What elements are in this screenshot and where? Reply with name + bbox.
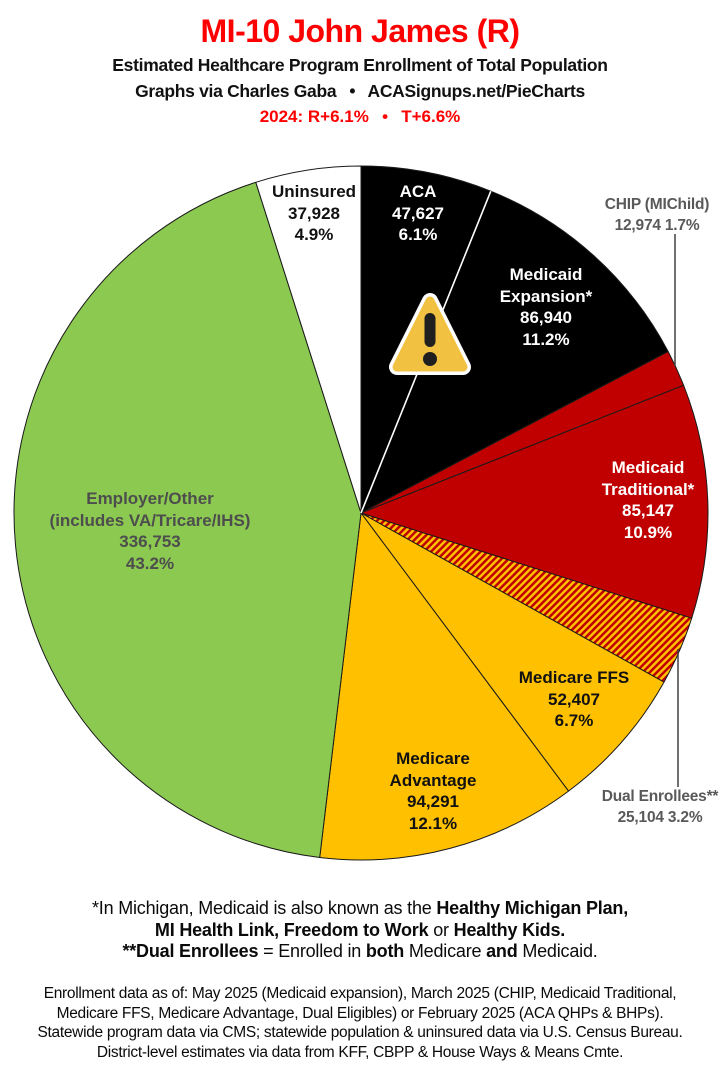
- slice-label-uninsured: Uninsured 37,928 4.9%: [272, 181, 356, 246]
- slice-label-line: Medicare: [396, 749, 470, 768]
- slice-label-line: 52,407: [547, 689, 600, 709]
- slice-label-line: CHIP (MIChild): [604, 196, 710, 213]
- slice-label-line: 12.1%: [408, 813, 458, 833]
- subtitle-line-2: Graphs via Charles Gaba • ACASignups.net…: [135, 81, 585, 101]
- slice-label-line: Medicaid: [509, 265, 583, 284]
- slice-label-line: 47,627: [392, 203, 444, 223]
- slice-label-line: 6.7%: [554, 711, 594, 730]
- warning-icon: [389, 293, 471, 375]
- footnote-line-2: MI Health Link, Freedom to Work or Healt…: [154, 919, 566, 940]
- pie-chart: ACA 47,627 6.1% Medicaid Expansion* 86,940 11.…: [0, 150, 720, 890]
- slice-label-line: ACA: [399, 182, 437, 201]
- slice-label-line: 12,974 1.7%: [614, 217, 700, 234]
- pie-slice-uninsured: [255, 165, 362, 514]
- slice-label-medicare-ffs: Medicare FFS 52,407 6.7%: [519, 667, 630, 732]
- slice-label-line: 10.9%: [623, 522, 673, 542]
- pie-slice-employer-other: [13, 181, 362, 858]
- pie-slice-medicare-advantage: [319, 512, 569, 861]
- source-note-line-2: Medicare FFS, Medicare Advantage, Dual E…: [56, 1004, 664, 1022]
- slice-label-line: 37,928: [288, 203, 340, 223]
- source-note-line-4: District-level estimates via data from K…: [96, 1043, 624, 1061]
- pie-chart-canvas: [13, 165, 709, 861]
- slice-label-line: 85,147: [621, 501, 674, 520]
- slice-label-dual-enrollees: Dual Enrollees** 25,104 3.2%: [602, 786, 719, 828]
- pie-slice-medicaid-traditional: [360, 384, 709, 619]
- source-note-line-1: Enrollment data as of: May 2025 (Medicai…: [43, 985, 677, 1002]
- slice-label-medicaid-expansion: Medicaid Expansion* 86,940 11.2%: [500, 264, 593, 350]
- pie-slice-medicare-ffs: [360, 512, 665, 792]
- footnote-line-3: **Dual Enrollees = Enrolled in both Medi…: [122, 941, 598, 962]
- slice-label-line: Medicaid: [611, 458, 685, 477]
- slice-label-medicare-advantage: Medicare Advantage 94,291 12.1%: [390, 748, 477, 834]
- slice-label-line: 94,291: [406, 792, 459, 811]
- subtitle-line-1: Estimated Healthcare Program Enrollment …: [112, 55, 608, 75]
- pie-slice-medicaid-expansion: [360, 190, 669, 514]
- slice-label-line: Medicare FFS: [518, 668, 630, 687]
- slice-label-aca: ACA 47,627 6.1%: [392, 181, 444, 246]
- slice-label-line: 4.9%: [294, 225, 334, 244]
- source-note-line-3: Statewide program data via CMS; statewid…: [37, 1024, 683, 1042]
- slice-label-line: 86,940: [520, 308, 572, 327]
- slice-label-line: Expansion*: [499, 286, 593, 306]
- slice-label-line: Uninsured: [271, 182, 357, 201]
- footnote-block: *In Michigan, Medicaid is also known as …: [0, 898, 720, 963]
- source-notes-block: Enrollment data as of: May 2025 (Medicai…: [0, 984, 720, 1062]
- slice-label-line: 25,104 3.2%: [617, 809, 703, 826]
- slice-label-line: 43.2%: [125, 553, 175, 573]
- slice-label-employer-other: Employer/Other (includes VA/Tricare/IHS) 3…: [50, 488, 251, 574]
- slice-label-line: (includes VA/Tricare/IHS): [49, 510, 251, 530]
- slice-label-line: Employer/Other: [86, 489, 214, 508]
- slice-label-line: Dual Enrollees**: [601, 788, 719, 805]
- slice-label-line: Traditional*: [601, 479, 695, 499]
- slice-label-line: 6.1%: [398, 225, 438, 244]
- footnote-line-1: *In Michigan, Medicaid is also known as …: [91, 898, 629, 918]
- slice-label-line: Advantage: [389, 770, 477, 790]
- slice-label-chip: CHIP (MIChild) 12,974 1.7%: [605, 194, 710, 236]
- page-title: MI-10 John James (R): [200, 13, 520, 49]
- slice-label-line: 11.2%: [522, 329, 570, 349]
- partisan-lean-line: 2024: R+6.1% • T+6.6%: [259, 107, 461, 126]
- slice-label-medicaid-traditional: Medicaid Traditional* 85,147 10.9%: [602, 457, 695, 543]
- slice-label-line: 336,753: [119, 532, 181, 551]
